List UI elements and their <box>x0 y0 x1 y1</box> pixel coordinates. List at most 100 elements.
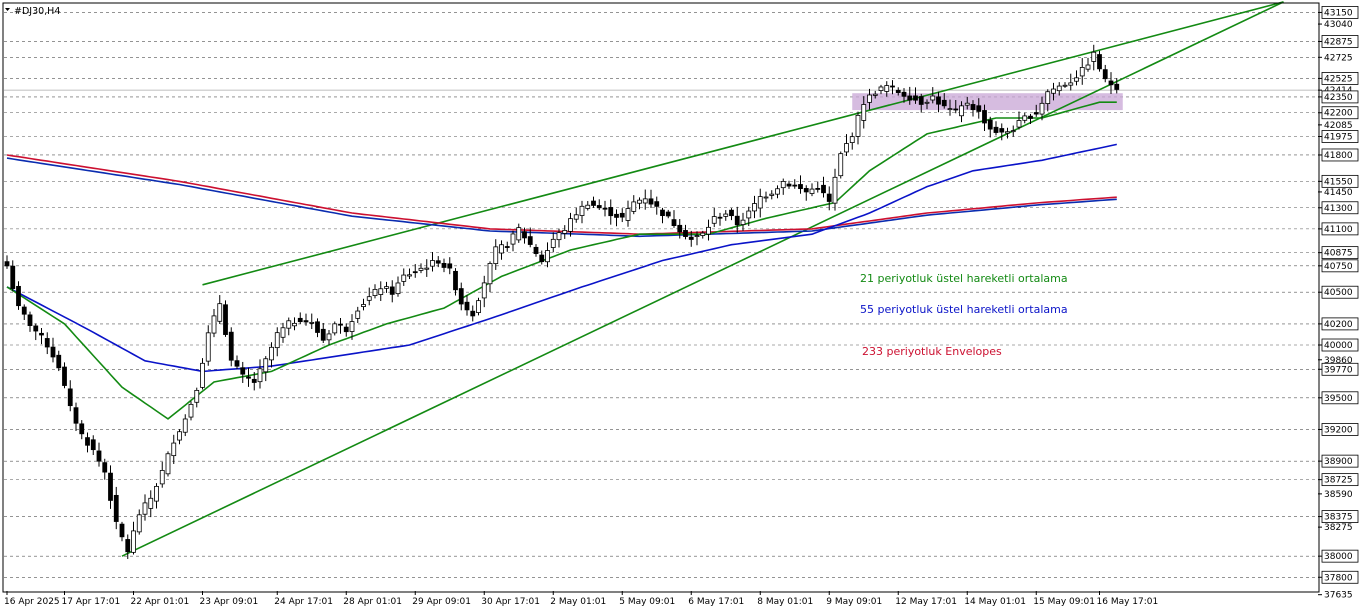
candle-body <box>522 231 527 239</box>
candle <box>665 209 671 219</box>
candle <box>832 168 838 211</box>
candle-body <box>769 193 775 196</box>
candle-body <box>953 108 959 111</box>
y-tick-label: 41550 <box>1324 177 1353 187</box>
dropdown-triangle-icon[interactable] <box>5 8 10 11</box>
y-tick-label: 42875 <box>1324 37 1353 47</box>
time-axis[interactable]: 16 Apr 2025 17 Apr 17:01 22 Apr 01:01 23 Ap… <box>4 591 1158 607</box>
candle-body <box>177 431 182 441</box>
candle-body <box>700 232 706 236</box>
y-tick-label: 40500 <box>1324 288 1353 298</box>
candle-body <box>349 321 355 332</box>
price-axis[interactable]: 4315043040428754272542525424144235042200… <box>1318 6 1359 601</box>
candle <box>504 241 510 252</box>
candle <box>73 402 79 431</box>
candle <box>608 199 614 225</box>
y-tick-box <box>1321 454 1359 468</box>
x-tick-label: 2 May 01:01 <box>550 597 606 607</box>
candle-body <box>343 326 349 333</box>
candle-body <box>217 303 223 322</box>
candle <box>194 387 200 408</box>
candle-body <box>1016 120 1022 128</box>
candle <box>970 100 976 117</box>
candle-body <box>136 514 142 533</box>
candle-body <box>970 104 976 111</box>
candle-body <box>706 226 711 235</box>
y-tick-box <box>1321 35 1359 48</box>
candle-body <box>780 181 786 189</box>
candle <box>349 314 355 340</box>
y-tick-label: 42200 <box>1324 109 1353 119</box>
y-tick-box <box>1321 317 1359 331</box>
candle-body <box>677 224 683 233</box>
candle <box>470 305 476 322</box>
candle-body <box>740 219 746 225</box>
candle <box>872 90 878 99</box>
candle-body <box>453 270 458 291</box>
candle <box>67 380 73 412</box>
candle <box>366 287 372 306</box>
candle <box>631 195 637 215</box>
candle-body <box>1079 67 1085 77</box>
candle <box>792 179 798 189</box>
candle-body <box>660 209 665 217</box>
candle-body <box>251 378 257 383</box>
candle-body <box>556 232 562 241</box>
y-tick-label: 41100 <box>1324 225 1353 235</box>
candle <box>913 87 918 104</box>
candle-body <box>292 322 297 327</box>
candle-body <box>389 286 395 295</box>
candle <box>458 282 464 311</box>
candle <box>309 313 315 330</box>
candle-body <box>464 301 470 311</box>
candle <box>16 281 21 310</box>
x-tick-label: 14 May 01:01 <box>964 597 1026 607</box>
y-tick-box <box>1321 473 1359 487</box>
candle <box>119 521 125 542</box>
ema55-line <box>6 143 1117 373</box>
candle <box>389 280 395 303</box>
grid-lines <box>4 12 1318 578</box>
candle-body <box>142 502 148 515</box>
candle <box>10 260 16 292</box>
candle-body <box>280 327 286 338</box>
x-tick-label: 15 May 09:01 <box>1033 597 1095 607</box>
candle-body <box>1028 115 1033 119</box>
y-tick-label: 38375 <box>1324 513 1353 523</box>
x-tick-label: 22 Apr 01:01 <box>131 597 190 607</box>
candle <box>131 521 136 555</box>
candle-body <box>637 199 642 204</box>
candle <box>550 232 556 253</box>
candle-body <box>499 244 504 254</box>
candle <box>522 227 527 244</box>
candle <box>211 309 217 338</box>
candle <box>533 244 539 257</box>
candle-body <box>1033 112 1039 115</box>
candle-body <box>867 94 872 103</box>
candle <box>453 268 458 296</box>
candle <box>50 337 56 363</box>
candle-body <box>1097 54 1102 70</box>
candle <box>154 483 159 509</box>
candle-body <box>154 485 159 502</box>
y-tick-box <box>1321 106 1359 120</box>
candle <box>280 322 286 343</box>
candle <box>734 206 740 233</box>
candle <box>361 298 366 311</box>
candle-body <box>809 188 815 194</box>
candle-body <box>441 262 447 268</box>
y-tick-label: 42350 <box>1324 93 1353 103</box>
candle <box>205 325 211 366</box>
candle-body <box>257 368 263 383</box>
candle-body <box>821 184 826 194</box>
candle-body <box>39 332 44 336</box>
channel-lower-line <box>121 1 1284 557</box>
candle <box>637 197 642 210</box>
candle <box>947 99 953 116</box>
annotations: 21 periyotluk üstel hareketli ortalama 55… <box>860 272 1068 358</box>
candle-body <box>326 333 332 341</box>
candle <box>1039 96 1045 121</box>
y-tick-box <box>1321 6 1359 19</box>
candle-body <box>412 271 418 274</box>
